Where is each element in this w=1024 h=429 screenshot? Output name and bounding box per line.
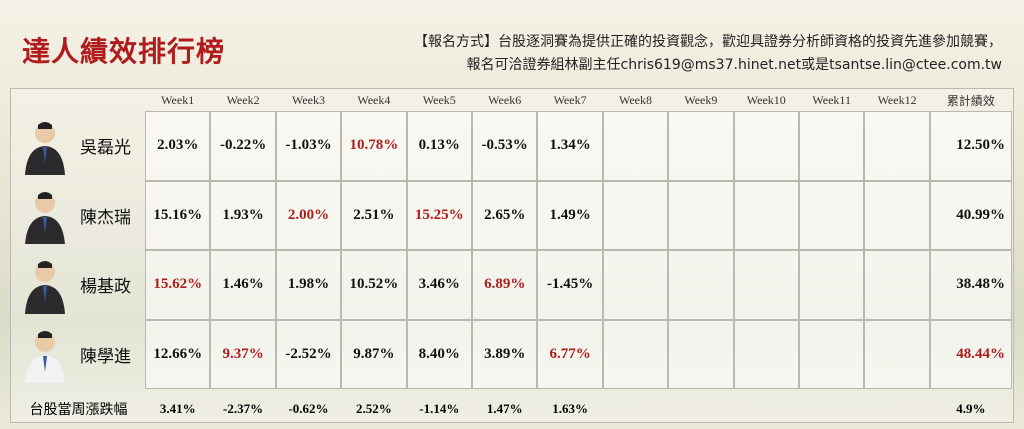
value-cell: 0.13% <box>406 111 472 181</box>
value-cell: 1.93% <box>210 180 276 250</box>
empty-cell <box>668 111 734 181</box>
column-header: Week6 <box>488 92 522 107</box>
column-header: 累計績效 <box>946 93 995 108</box>
market-cell: -2.37% <box>223 401 264 416</box>
empty-cell <box>733 180 799 250</box>
empty-cell <box>799 250 865 320</box>
value-cell: -0.22% <box>210 111 276 181</box>
empty-cell <box>668 250 734 320</box>
value-cell: 10.52% <box>341 250 407 320</box>
photo <box>22 119 68 175</box>
value-cell: -0.53% <box>472 111 538 181</box>
photo <box>22 189 68 245</box>
empty-cell <box>668 180 734 250</box>
person-icon <box>25 261 65 314</box>
empty-cell <box>602 180 669 250</box>
market-cell: -0.62% <box>288 401 329 416</box>
photo <box>22 328 68 384</box>
notice-line: 【報名方式】台股逐洞賽為提供正確的投資觀念，歡迎具證券分析師資格的投資先進參加競… <box>414 34 1002 50</box>
value-cell: 15.25% <box>406 180 472 250</box>
value-cell: 8.40% <box>406 319 472 389</box>
empty-cell <box>733 250 799 320</box>
empty-cell <box>799 319 865 389</box>
value-cell: 1.46% <box>210 250 276 320</box>
value-cell: 3.89% <box>472 319 538 389</box>
person-name: 吳磊光 <box>80 138 131 159</box>
value-cell: 15.62% <box>145 250 211 320</box>
total-cell: 40.99% <box>929 180 1012 250</box>
column-header: Week11 <box>812 92 851 107</box>
total-cell: 12.50% <box>929 111 1012 181</box>
market-cell: 3.41% <box>159 401 196 416</box>
person-name: 陳學進 <box>80 346 131 367</box>
notice-line: 報名可洽證券組林副主任chris619@ms37.hinet.net或是tsan… <box>466 57 1002 73</box>
value-cell: -1.03% <box>275 111 342 181</box>
value-cell: 3.46% <box>406 250 472 320</box>
value-cell: 12.66% <box>145 319 211 389</box>
column-header: Week4 <box>357 92 391 107</box>
value-cell: 2.00% <box>275 180 342 250</box>
column-header: Week8 <box>618 92 652 107</box>
value-cell: 1.49% <box>537 180 603 250</box>
market-label: 台股當周漲跌幅 <box>29 402 128 418</box>
empty-cell <box>864 250 930 320</box>
empty-cell <box>602 111 669 181</box>
market-cell: 2.52% <box>356 401 392 416</box>
empty-cell <box>733 319 799 389</box>
value-cell: 6.89% <box>472 250 538 320</box>
column-header: Week2 <box>226 92 260 107</box>
empty-cell <box>864 111 930 181</box>
person-icon <box>25 330 65 384</box>
photo <box>22 258 68 314</box>
person-icon <box>25 122 65 175</box>
value-cell: 2.51% <box>341 180 407 250</box>
empty-cell <box>864 180 930 250</box>
column-header: Week3 <box>291 92 325 107</box>
person-icon <box>25 191 65 245</box>
column-header: Week12 <box>877 92 917 107</box>
column-header: Week5 <box>422 92 456 107</box>
value-cell: 9.37% <box>210 319 276 389</box>
column-header: Week9 <box>684 92 718 107</box>
person-name: 楊基政 <box>80 277 131 298</box>
empty-cell <box>602 319 669 389</box>
value-cell: 15.16% <box>145 180 211 250</box>
market-cell: 1.47% <box>486 401 523 416</box>
value-cell: 2.03% <box>145 111 211 181</box>
empty-cell <box>799 180 865 250</box>
empty-cell <box>668 319 734 389</box>
title: 達人績效排行榜 <box>22 35 226 68</box>
column-header: Week7 <box>553 92 587 107</box>
value-cell: 10.78% <box>341 111 407 181</box>
column-header: Week1 <box>161 92 195 107</box>
value-cell: 2.65% <box>472 180 538 250</box>
value-cell: 6.77% <box>537 319 603 389</box>
value-cell: -1.45% <box>537 250 603 320</box>
value-cell: 9.87% <box>341 319 407 389</box>
person-name: 陳杰瑞 <box>80 207 131 228</box>
empty-cell <box>799 111 865 181</box>
empty-cell <box>602 250 669 320</box>
total-cell: 48.44% <box>929 319 1012 389</box>
total-cell: 38.48% <box>929 250 1012 320</box>
value-cell: -2.52% <box>275 319 342 389</box>
market-total: 4.9% <box>956 401 986 416</box>
value-cell: 1.34% <box>537 111 603 181</box>
column-header: Week10 <box>746 92 786 107</box>
empty-cell <box>733 111 799 181</box>
empty-cell <box>864 319 930 389</box>
market-cell: -1.14% <box>419 401 460 416</box>
value-cell: 1.98% <box>275 250 342 320</box>
market-cell: 1.63% <box>552 401 588 416</box>
